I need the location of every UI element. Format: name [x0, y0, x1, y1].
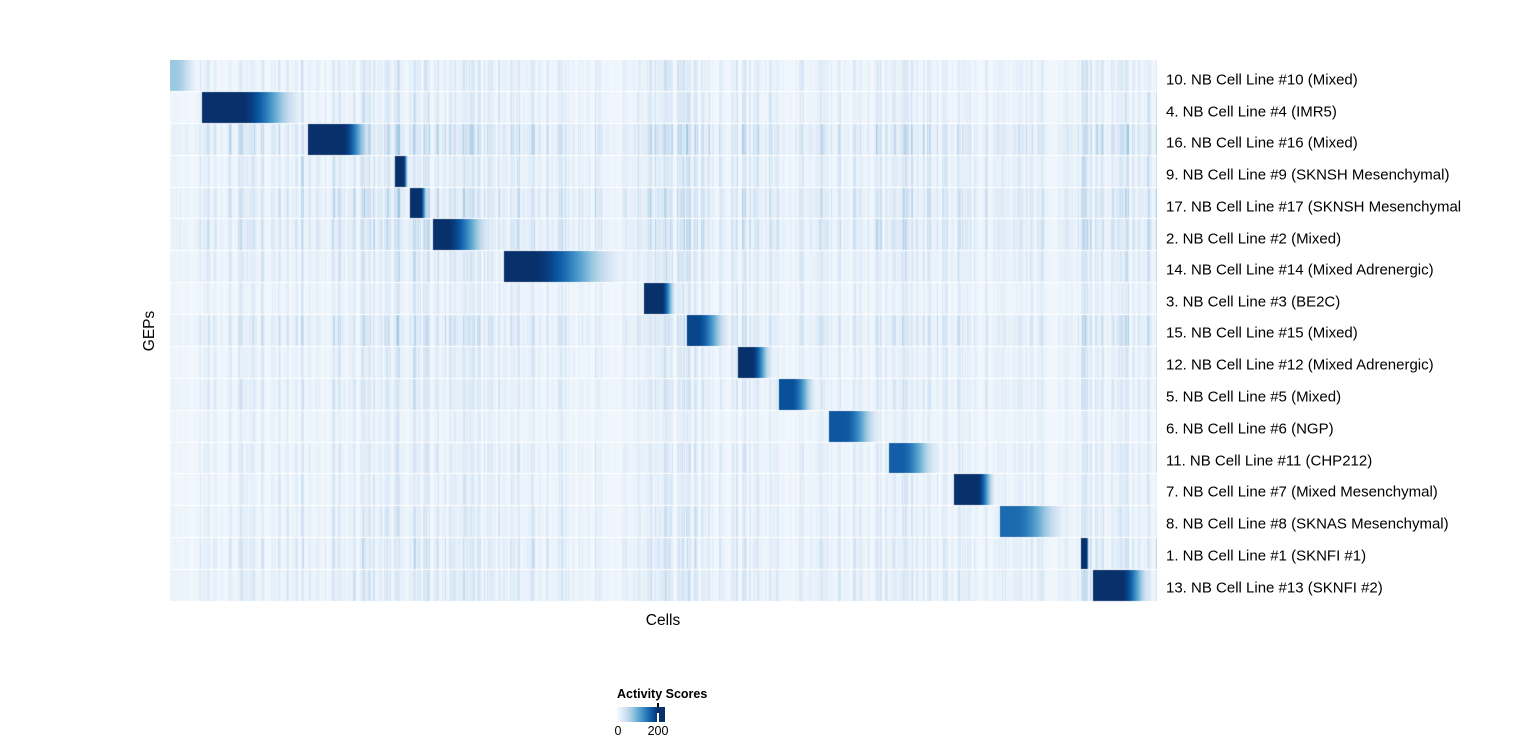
legend-tick-notch	[657, 713, 659, 722]
row-label: 2. NB Cell Line #2 (Mixed)	[1166, 230, 1342, 248]
row-label: 3. NB Cell Line #3 (BE2C)	[1166, 293, 1341, 311]
row-label: 14. NB Cell Line #14 (Mixed Adrenergic)	[1166, 261, 1434, 279]
row-label: 16. NB Cell Line #16 (Mixed)	[1166, 134, 1358, 152]
row-label: 15. NB Cell Line #15 (Mixed)	[1166, 324, 1358, 342]
row-label: 17. NB Cell Line #17 (SKNSH Mesenchymal	[1166, 198, 1462, 216]
x-axis-label: Cells	[645, 612, 681, 629]
row-label: 1. NB Cell Line #1 (SKNFI #1)	[1166, 547, 1367, 565]
legend-tick-mark	[657, 703, 659, 707]
legend: Activity Scores 0 200	[614, 687, 757, 738]
row-label: 4. NB Cell Line #4 (IMR5)	[1166, 103, 1337, 121]
legend-title: Activity Scores	[617, 687, 708, 701]
legend-tick-label-min: 0	[614, 724, 622, 738]
row-label: 8. NB Cell Line #8 (SKNAS Mesenchymal)	[1166, 515, 1449, 533]
legend-tick-label-max: 200	[647, 724, 669, 738]
row-label: 6. NB Cell Line #6 (NGP)	[1166, 420, 1334, 438]
row-label: 10. NB Cell Line #10 (Mixed)	[1166, 71, 1358, 89]
y-axis-label: GEPs	[141, 310, 158, 352]
row-label: 11. NB Cell Line #11 (CHP212)	[1166, 452, 1373, 470]
row-label: 13. NB Cell Line #13 (SKNFI #2)	[1166, 579, 1383, 597]
row-label: 12. NB Cell Line #12 (Mixed Adrenergic)	[1166, 356, 1434, 374]
row-label: 9. NB Cell Line #9 (SKNSH Mesenchymal)	[1166, 166, 1450, 184]
row-label: 5. NB Cell Line #5 (Mixed)	[1166, 388, 1342, 406]
legend-colorbar-wrap	[617, 703, 665, 722]
heatmap-plot	[170, 60, 1157, 602]
legend-colorbar	[617, 707, 665, 722]
row-label: 7. NB Cell Line #7 (Mixed Mesenchymal)	[1166, 483, 1438, 501]
legend-tick-labels: 0 200	[614, 724, 717, 738]
